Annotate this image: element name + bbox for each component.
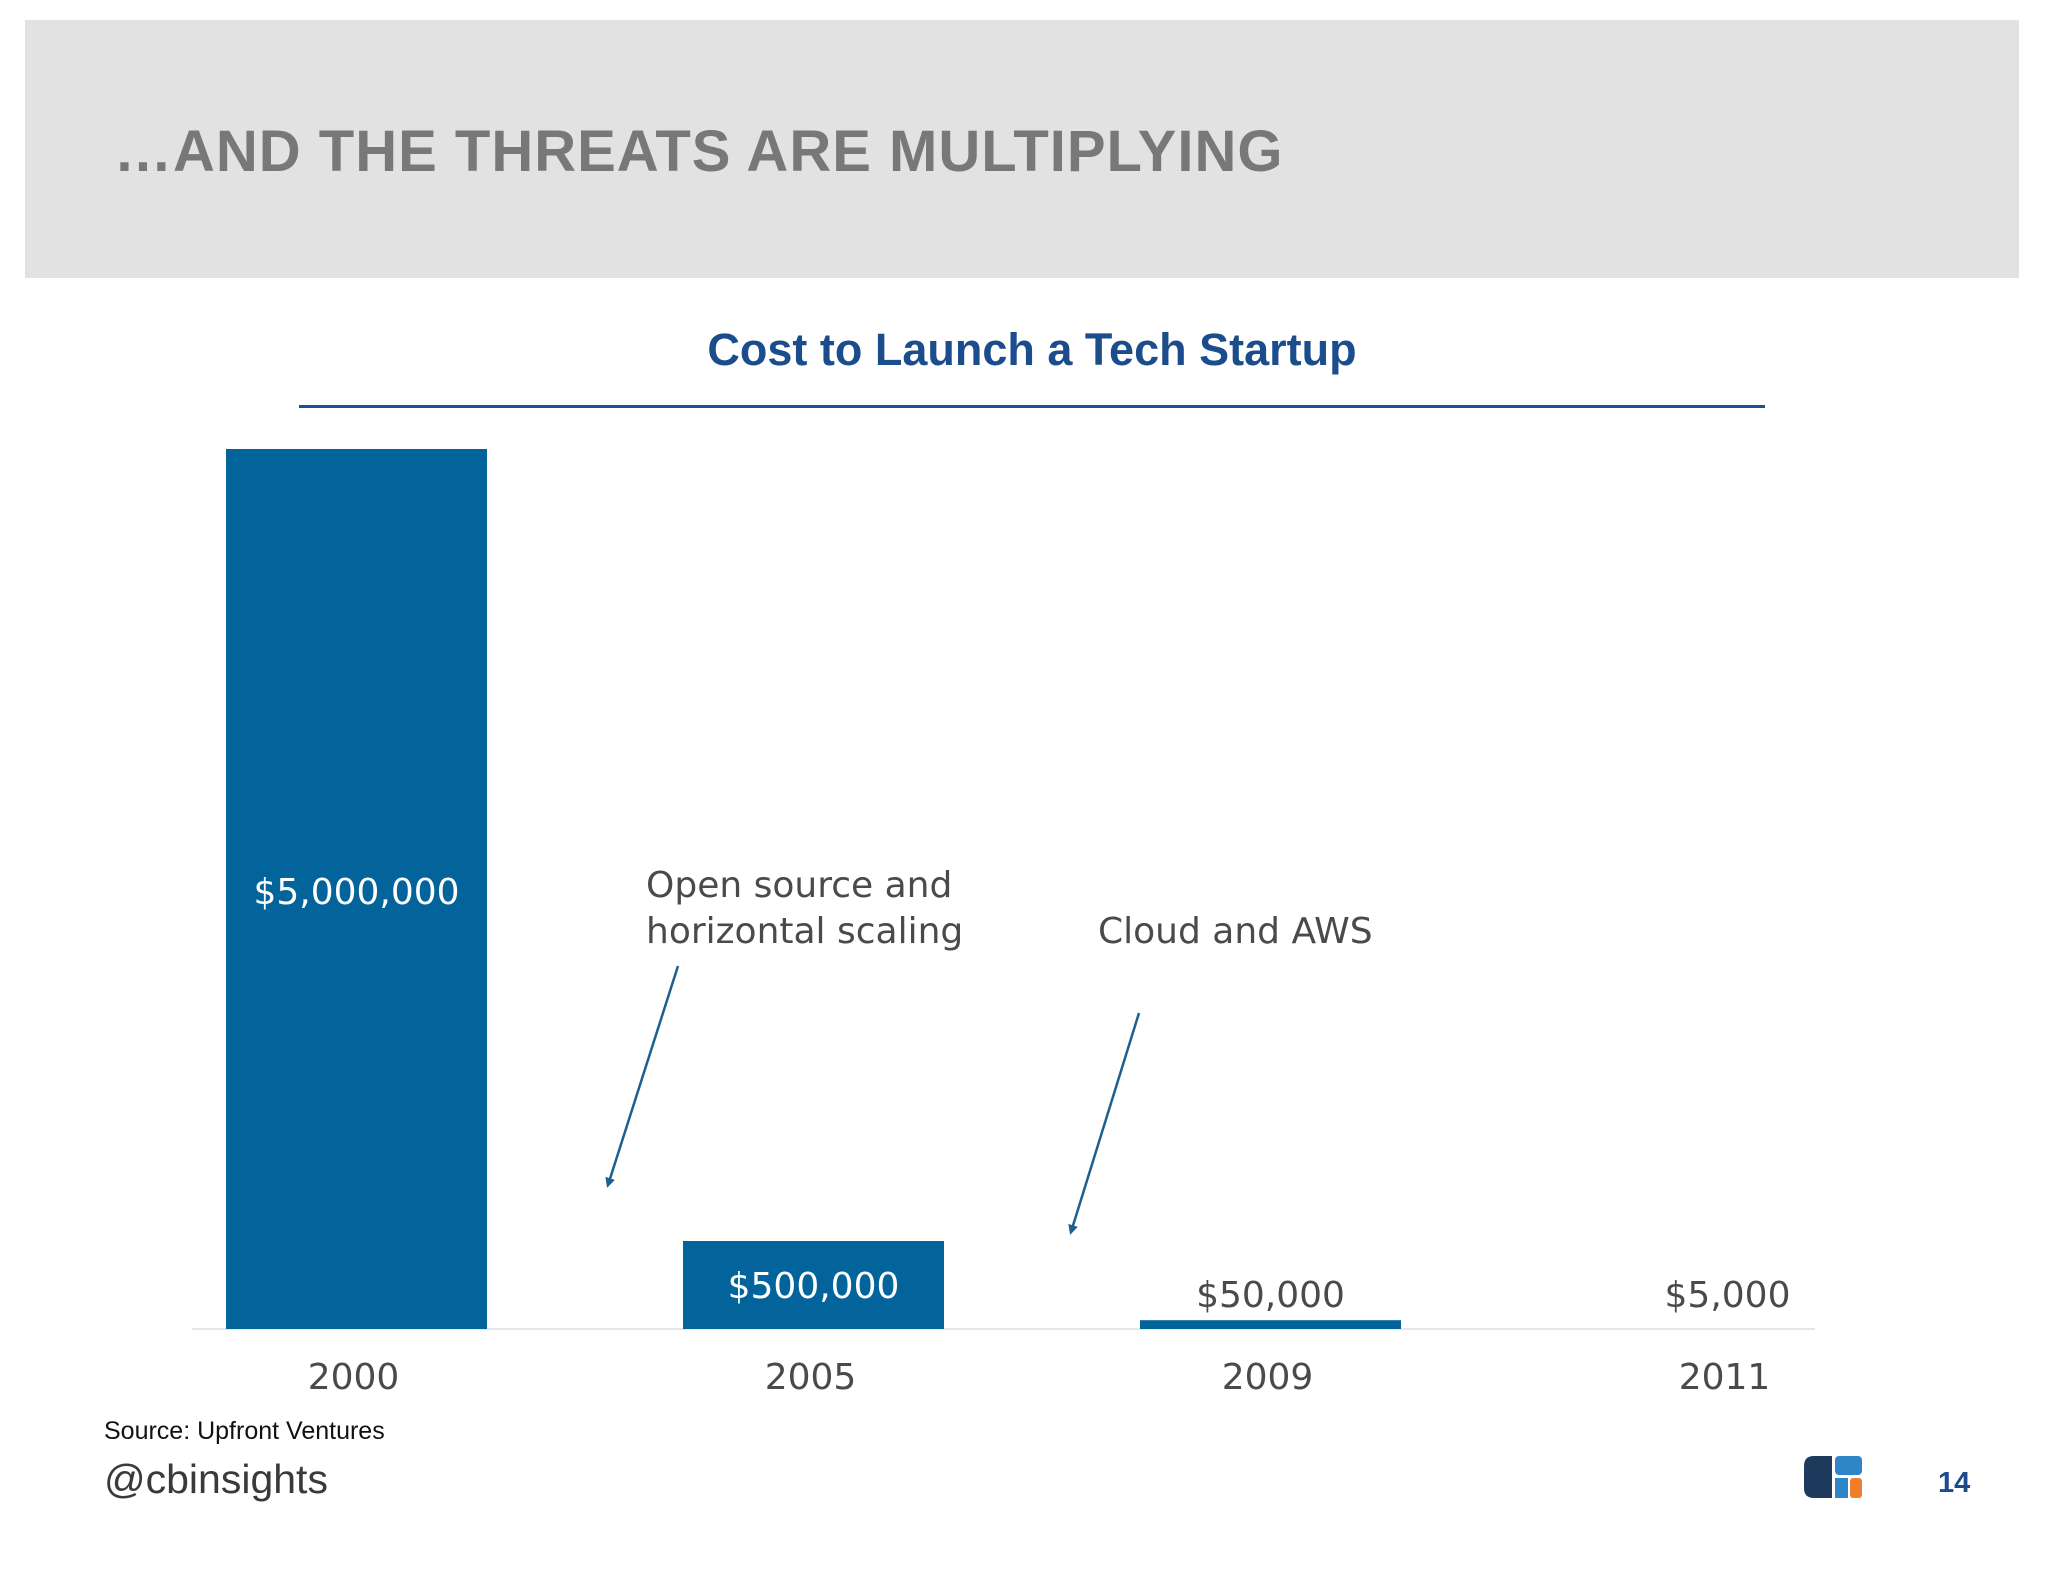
x-tick-label-2009: 2009: [1222, 1357, 1314, 1398]
page-number: 14: [1938, 1467, 1971, 1499]
annotation-cloud-aws: Cloud and AWS: [1098, 911, 1373, 952]
chart-title: Cost to Launch a Tech Startup: [707, 324, 1357, 375]
chart-title-rule: [299, 405, 1765, 408]
bar-2000: [226, 449, 487, 1329]
annotation-open-source-line-2: horizontal scaling: [646, 911, 963, 952]
x-tick-label-2011: 2011: [1679, 1357, 1771, 1398]
value-label-2011: $5,000: [1665, 1275, 1791, 1316]
source-note: Source: Upfront Ventures: [104, 1417, 385, 1445]
annotation-open-source-line-1: Open source and: [646, 865, 952, 906]
annotation-open-source-arrow: [605, 965, 680, 1188]
cb-insights-logo-icon: [1804, 1456, 1862, 1498]
bar-2005: [683, 1241, 944, 1329]
value-label-2000: $5,000,000: [253, 872, 459, 913]
x-tick-label-2005: 2005: [765, 1357, 857, 1398]
value-label-2009: $50,000: [1196, 1275, 1345, 1316]
bar-2009-sliver: [1140, 1321, 1401, 1329]
twitter-handle: @cbinsights: [104, 1456, 328, 1502]
annotation-cloud-aws-arrow: [1068, 1012, 1141, 1235]
slide-title: …AND THE THREATS ARE MULTIPLYING: [114, 119, 1284, 184]
value-label-2005: $500,000: [728, 1266, 900, 1307]
header-band: [25, 20, 2019, 278]
x-tick-label-2000: 2000: [308, 1357, 400, 1398]
